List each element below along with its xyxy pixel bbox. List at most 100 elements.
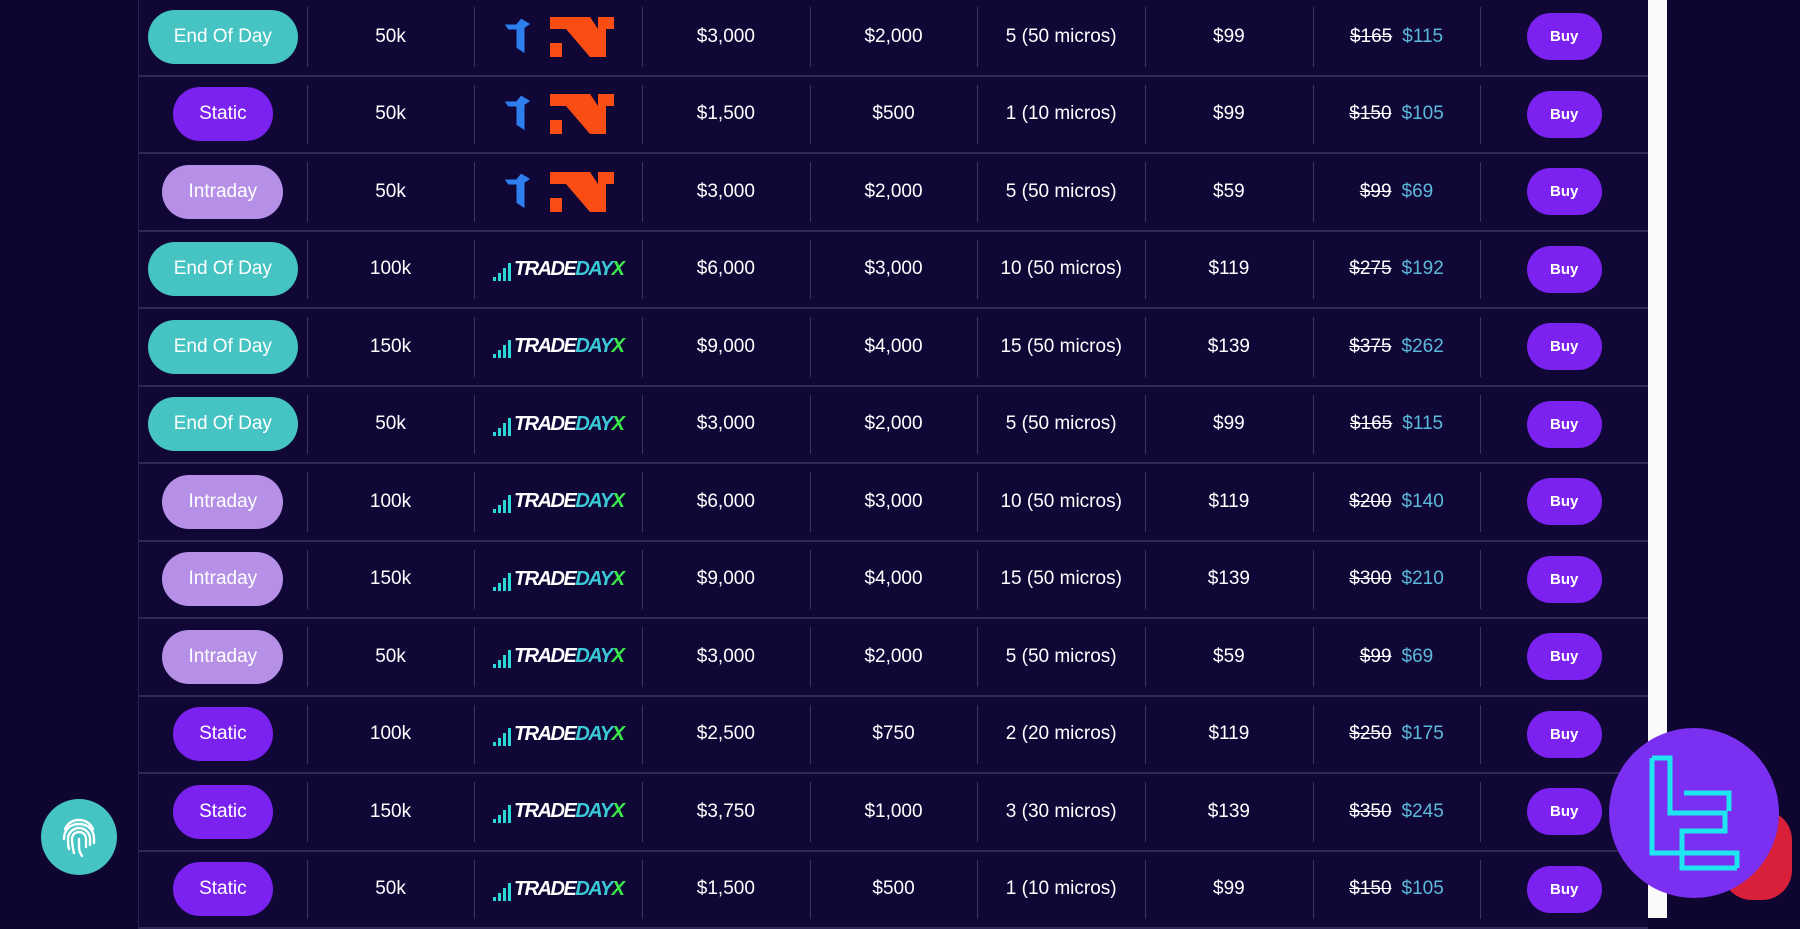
price: $375$262 bbox=[1313, 309, 1481, 385]
activation-fee: $99 bbox=[1145, 852, 1313, 928]
discounted-price: $210 bbox=[1402, 568, 1444, 590]
fingerprint-button[interactable] bbox=[41, 799, 117, 875]
profit-target: $3,000 bbox=[642, 154, 810, 230]
max-contracts: 10 (50 micros) bbox=[977, 232, 1145, 308]
account-type-badge: End Of Day bbox=[148, 397, 298, 451]
buy-button[interactable]: Buy bbox=[1527, 866, 1602, 913]
price: $99$69 bbox=[1313, 619, 1481, 695]
account-type-badge: Static bbox=[173, 707, 273, 761]
max-drawdown: $2,000 bbox=[810, 619, 978, 695]
original-price: $150 bbox=[1349, 878, 1391, 900]
original-price: $150 bbox=[1349, 103, 1391, 125]
buy-button[interactable]: Buy bbox=[1527, 168, 1602, 215]
profit-target: $9,000 bbox=[642, 309, 810, 385]
account-size: 100k bbox=[307, 697, 475, 773]
activation-fee: $139 bbox=[1145, 309, 1313, 385]
original-price: $99 bbox=[1360, 181, 1392, 203]
ninjatrader-logo bbox=[550, 94, 614, 134]
profit-target: $3,000 bbox=[642, 619, 810, 695]
account-size: 50k bbox=[307, 0, 475, 75]
activation-fee: $99 bbox=[1145, 77, 1313, 153]
buy-button[interactable]: Buy bbox=[1527, 401, 1602, 448]
activation-fee: $59 bbox=[1145, 154, 1313, 230]
discounted-price: $69 bbox=[1402, 181, 1434, 203]
brand-logo-icon bbox=[1644, 753, 1744, 873]
max-contracts: 5 (50 micros) bbox=[977, 387, 1145, 463]
original-price: $300 bbox=[1349, 568, 1391, 590]
profit-target: $9,000 bbox=[642, 542, 810, 618]
buy-button[interactable]: Buy bbox=[1527, 633, 1602, 680]
profit-target: $3,750 bbox=[642, 774, 810, 850]
max-contracts: 2 (20 micros) bbox=[977, 697, 1145, 773]
price: $150 $105 bbox=[1313, 852, 1481, 928]
account-size: 150k bbox=[307, 774, 475, 850]
price: $200$140 bbox=[1313, 464, 1481, 540]
activation-fee: $59 bbox=[1145, 619, 1313, 695]
discounted-price: $140 bbox=[1402, 491, 1444, 513]
buy-button[interactable]: Buy bbox=[1527, 13, 1602, 60]
discounted-price: $69 bbox=[1402, 646, 1434, 668]
account-size: 150k bbox=[307, 309, 475, 385]
max-contracts: 15 (50 micros) bbox=[977, 542, 1145, 618]
buy-button[interactable]: Buy bbox=[1527, 323, 1602, 370]
buy-button[interactable]: Buy bbox=[1527, 478, 1602, 525]
buy-button[interactable]: Buy bbox=[1527, 788, 1602, 835]
discounted-price: $175 bbox=[1402, 723, 1444, 745]
activation-fee: $139 bbox=[1145, 774, 1313, 850]
account-size: 50k bbox=[307, 77, 475, 153]
max-drawdown: $3,000 bbox=[810, 232, 978, 308]
activation-fee: $119 bbox=[1145, 464, 1313, 540]
price: $250$175 bbox=[1313, 697, 1481, 773]
max-drawdown: $4,000 bbox=[810, 309, 978, 385]
table-row: Intraday 50k $3,000 $2,000 5 (50 micros)… bbox=[139, 154, 1648, 232]
activation-fee: $99 bbox=[1145, 387, 1313, 463]
discounted-price: $192 bbox=[1402, 258, 1444, 280]
max-drawdown: $1,000 bbox=[810, 774, 978, 850]
activation-fee: $119 bbox=[1145, 232, 1313, 308]
profit-target: $1,500 bbox=[642, 852, 810, 928]
activation-fee: $139 bbox=[1145, 542, 1313, 618]
price: $99 $69 bbox=[1313, 154, 1481, 230]
max-drawdown: $4,000 bbox=[810, 542, 978, 618]
account-size: 100k bbox=[307, 232, 475, 308]
table-row: Static 50k $1,500 $500 1 (10 micros) $99… bbox=[139, 77, 1648, 155]
original-price: $275 bbox=[1349, 258, 1391, 280]
max-contracts: 15 (50 micros) bbox=[977, 309, 1145, 385]
buy-button[interactable]: Buy bbox=[1527, 556, 1602, 603]
account-size: 150k bbox=[307, 542, 475, 618]
max-contracts: 3 (30 micros) bbox=[977, 774, 1145, 850]
discounted-price: $115 bbox=[1402, 413, 1443, 435]
buy-button[interactable]: Buy bbox=[1527, 246, 1602, 293]
account-size: 50k bbox=[307, 852, 475, 928]
pricing-table: End Of Day 50k $3,000 $2,000 5 (50 micro… bbox=[138, 0, 1648, 929]
max-drawdown: $2,000 bbox=[810, 387, 978, 463]
max-contracts: 5 (50 micros) bbox=[977, 154, 1145, 230]
account-size: 50k bbox=[307, 387, 475, 463]
buy-button[interactable]: Buy bbox=[1527, 91, 1602, 138]
max-drawdown: $2,000 bbox=[810, 154, 978, 230]
buy-button[interactable]: Buy bbox=[1527, 711, 1602, 758]
table-row: End Of Day 50k $3,000 $2,000 5 (50 micro… bbox=[139, 0, 1648, 77]
price: $165$115 bbox=[1313, 0, 1481, 75]
discounted-price: $105 bbox=[1402, 878, 1444, 900]
account-type-badge: End Of Day bbox=[148, 10, 298, 64]
discounted-price: $245 bbox=[1402, 801, 1444, 823]
original-price: $165 bbox=[1350, 26, 1392, 48]
platform-logos bbox=[474, 0, 642, 75]
ninjatrader-logo bbox=[550, 17, 614, 57]
profit-target: $3,000 bbox=[642, 0, 810, 75]
original-price: $350 bbox=[1349, 801, 1391, 823]
